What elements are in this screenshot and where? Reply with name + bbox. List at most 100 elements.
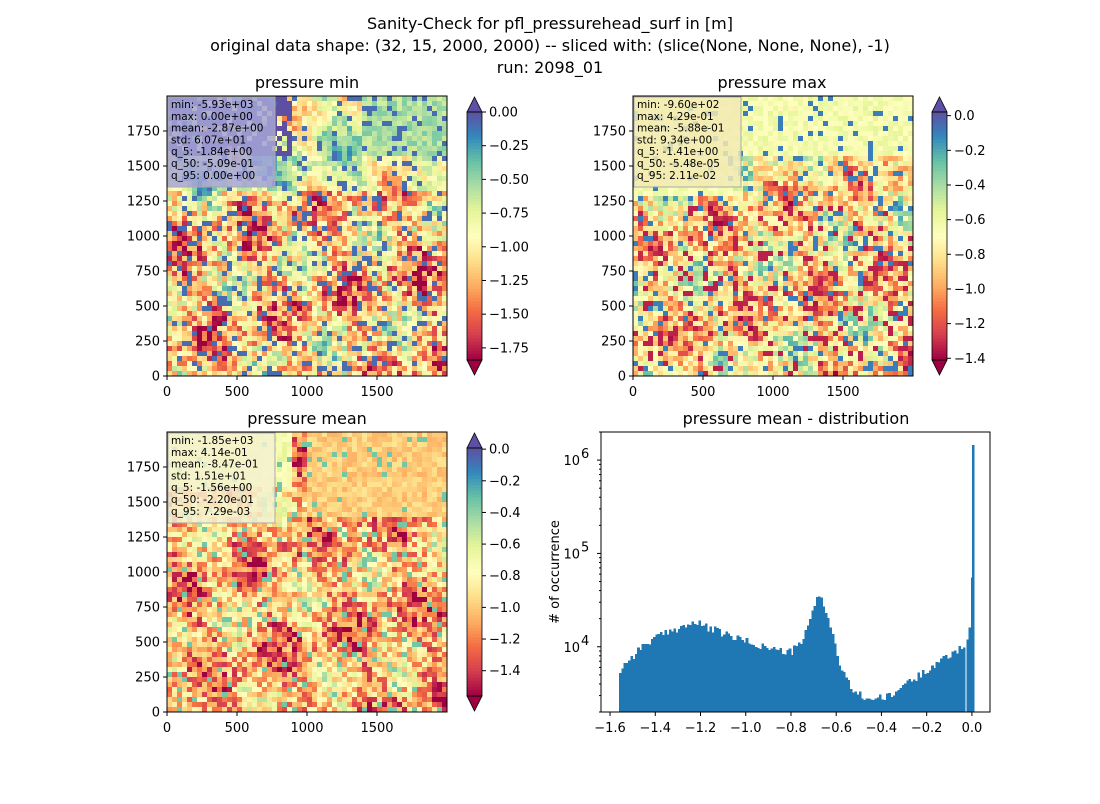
heatmap-cell	[242, 366, 247, 371]
heatmap-cell	[718, 271, 723, 276]
heatmap-cell	[743, 206, 748, 211]
heatmap-cell	[252, 326, 257, 331]
heatmap-cell	[412, 331, 417, 336]
heatmap-cell	[432, 126, 437, 131]
heatmap-cell	[387, 331, 392, 336]
heatmap-cell	[317, 161, 322, 166]
heatmap-cell	[382, 361, 387, 366]
heatmap-cell	[733, 206, 738, 211]
heatmap-cell	[322, 131, 327, 136]
heatmap-cell	[202, 261, 207, 266]
colorbar-segment	[467, 239, 482, 243]
heatmap-cell	[322, 146, 327, 151]
heatmap-cell	[427, 316, 432, 321]
heatmap-cell	[282, 141, 287, 146]
heatmap-cell	[372, 126, 377, 131]
heatmap-cell	[292, 346, 297, 351]
heatmap-cell	[312, 236, 317, 241]
heatmap-cell	[287, 151, 292, 156]
heatmap-cell	[753, 196, 758, 201]
heatmap-cell	[638, 276, 643, 281]
heatmap-cell	[668, 276, 673, 281]
heatmap-cell	[743, 151, 748, 156]
heatmap-cell	[783, 181, 788, 186]
heatmap-cell	[292, 216, 297, 221]
heatmap-cell	[212, 216, 217, 221]
colorbar-tick-label: −1.00	[489, 240, 529, 255]
heatmap-cell	[272, 311, 277, 316]
heatmap-cell	[723, 326, 728, 331]
heatmap-cell	[182, 356, 187, 361]
heatmap-cell	[272, 206, 277, 211]
heatmap-cell	[738, 326, 743, 331]
heatmap-cell	[282, 226, 287, 231]
heatmap-cell	[768, 246, 773, 251]
heatmap-cell	[387, 276, 392, 281]
heatmap-cell	[673, 336, 678, 341]
heatmap-cell	[337, 356, 342, 361]
heatmap-cell	[663, 271, 668, 276]
heatmap-cell	[688, 321, 693, 326]
heatmap-cell	[397, 311, 402, 316]
heatmap-cell	[723, 316, 728, 321]
heatmap-cell	[683, 236, 688, 241]
heatmap-cell	[187, 301, 192, 306]
heatmap-cell	[387, 211, 392, 216]
heatmap-cell	[743, 211, 748, 216]
heatmap-cell	[357, 191, 362, 196]
heatmap-cell	[432, 216, 437, 221]
heatmap-cell	[267, 361, 272, 366]
heatmap-cell	[397, 336, 402, 341]
heatmap-cell	[267, 306, 272, 311]
heatmap-cell	[397, 346, 402, 351]
heatmap-cell	[728, 311, 733, 316]
heatmap-cell	[287, 161, 292, 166]
heatmap-cell	[658, 336, 663, 341]
heatmap-cell	[422, 201, 427, 206]
heatmap-cell	[653, 191, 658, 196]
heatmap-cell	[192, 346, 197, 351]
heatmap-cell	[167, 236, 172, 241]
heatmap-cell	[232, 326, 237, 331]
heatmap-cell	[427, 351, 432, 356]
heatmap-cell	[267, 341, 272, 346]
heatmap-cell	[177, 241, 182, 246]
heatmap-cell	[708, 341, 713, 346]
heatmap-cell	[322, 336, 327, 341]
heatmap-cell	[753, 126, 758, 131]
heatmap-cell	[377, 231, 382, 236]
heatmap-cell	[763, 226, 768, 231]
heatmap-cell	[302, 121, 307, 126]
heatmap-cell	[422, 231, 427, 236]
heatmap-cell	[272, 241, 277, 246]
heatmap-cell	[683, 321, 688, 326]
heatmap-cell	[347, 101, 352, 106]
heatmap-cell	[417, 116, 422, 121]
heatmap-cell	[718, 351, 723, 356]
heatmap-cell	[312, 216, 317, 221]
heatmap-cell	[758, 236, 763, 241]
heatmap-cell	[352, 176, 357, 181]
heatmap-cell	[713, 341, 718, 346]
heatmap-cell	[728, 291, 733, 296]
heatmap-cell	[783, 261, 788, 266]
heatmap-cell	[372, 266, 377, 271]
heatmap-cell	[252, 226, 257, 231]
heatmap-cell	[342, 271, 347, 276]
heatmap-cell	[437, 216, 442, 221]
heatmap-cell	[432, 186, 437, 191]
heatmap-cell	[177, 321, 182, 326]
heatmap-cell	[673, 276, 678, 281]
heatmap-cell	[432, 196, 437, 201]
heatmap-cell	[718, 276, 723, 281]
heatmap-cell	[352, 361, 357, 366]
heatmap-cell	[307, 356, 312, 361]
colorbar-tick-label: −1.50	[489, 308, 529, 323]
heatmap-cell	[167, 191, 172, 196]
heatmap-cell	[287, 336, 292, 341]
heatmap-cell	[673, 366, 678, 371]
heatmap-cell	[392, 261, 397, 266]
heatmap-cell	[367, 206, 372, 211]
heatmap-cell	[382, 221, 387, 226]
heatmap-cell	[723, 351, 728, 356]
